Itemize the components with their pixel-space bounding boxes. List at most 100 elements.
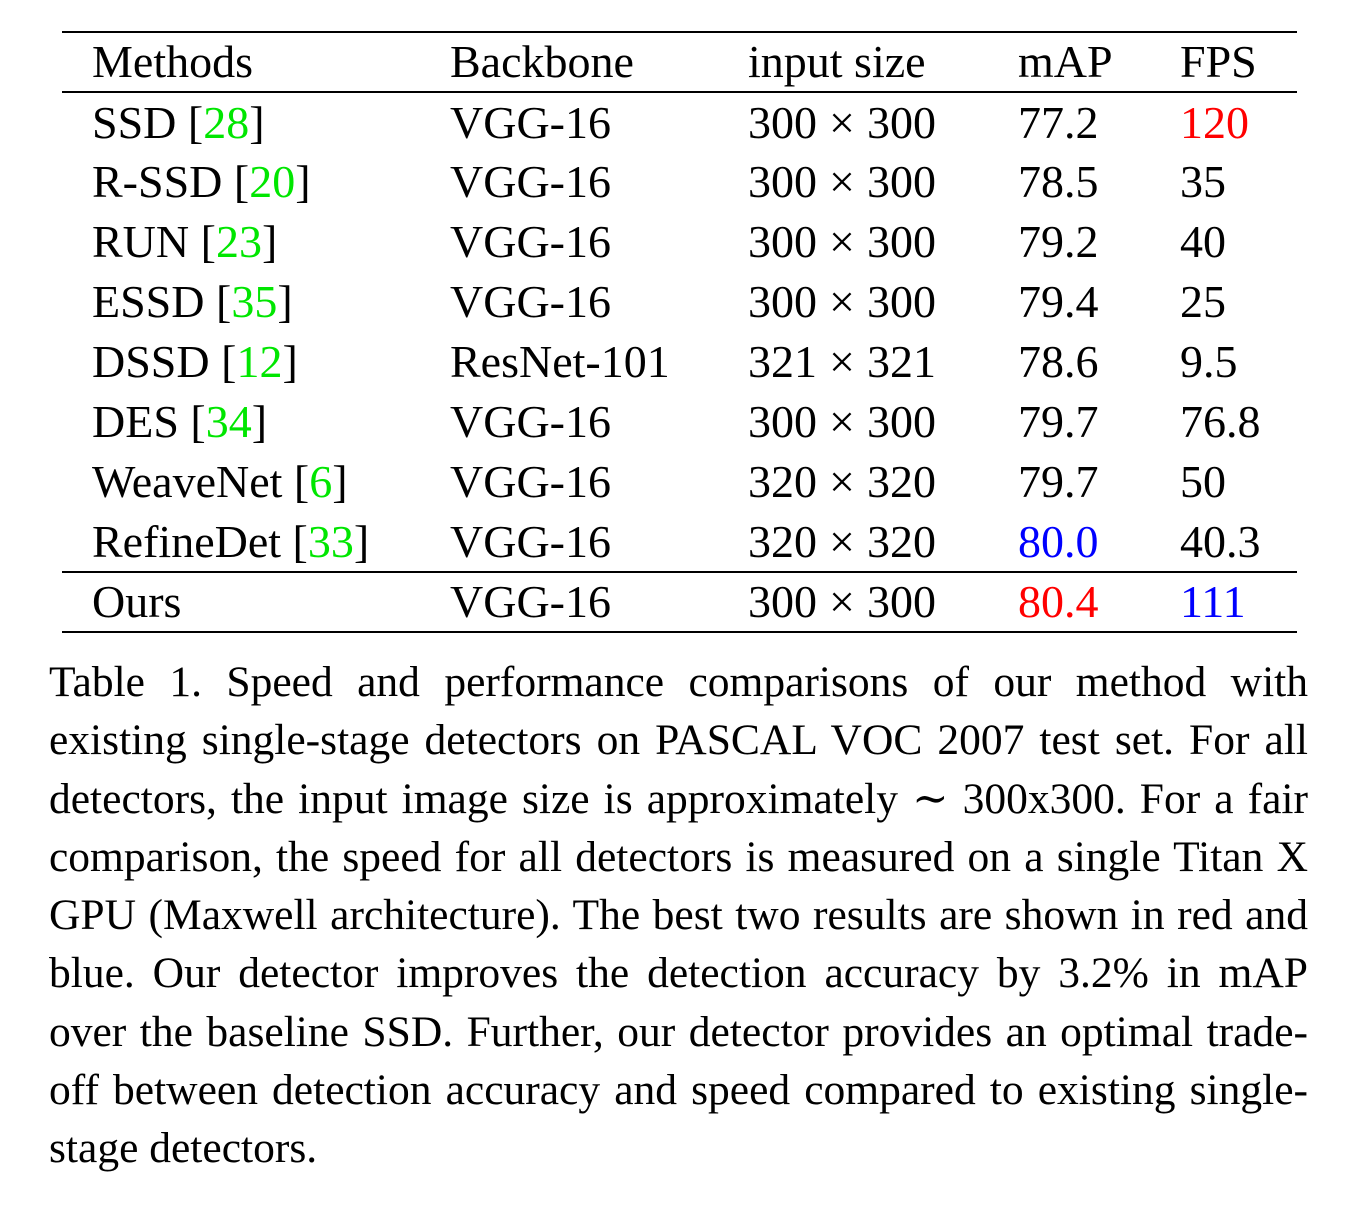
table-row: RUN [23] VGG-16 300 × 300 79.2 40 xyxy=(62,212,1297,272)
input-size-cell: 321 × 321 xyxy=(748,332,1018,392)
input-width: 300 xyxy=(748,276,817,327)
method-cell: SSD [28] xyxy=(92,96,265,148)
backbone-cell: VGG-16 xyxy=(450,156,611,207)
method-cell: RUN [23] xyxy=(92,216,278,267)
method-name: RUN xyxy=(92,216,190,267)
input-height: 300 xyxy=(866,276,936,327)
method-cell: DSSD [12] xyxy=(92,336,298,387)
backbone-cell: VGG-16 xyxy=(450,216,611,267)
input-height: 300 xyxy=(866,216,936,267)
times-symbol: × xyxy=(829,456,855,507)
map-cell: 79.7 xyxy=(1018,396,1099,447)
backbone-cell: VGG-16 xyxy=(450,456,611,507)
table-body: SSD [28] VGG-16 300 × 300 77.2 120 R-SSD [20] VG… xyxy=(62,92,1297,633)
method-name: WeaveNet xyxy=(92,456,283,507)
method-name: ESSD xyxy=(92,276,205,327)
input-size-cell: 320 × 320 xyxy=(748,452,1018,512)
input-height: 300 xyxy=(866,96,936,148)
input-width: 300 xyxy=(748,96,817,148)
fps-cell: 76.8 xyxy=(1180,396,1261,447)
citation-link[interactable]: 33 xyxy=(307,515,354,567)
input-height: 320 xyxy=(866,515,936,567)
input-size-cell: 300 × 300 xyxy=(748,392,1018,452)
input-size-cell: 300 × 300 xyxy=(748,272,1018,332)
header-map: mAP xyxy=(1018,31,1180,93)
citation-link[interactable]: 6 xyxy=(309,456,333,507)
table-row: R-SSD [20] VGG-16 300 × 300 78.5 35 xyxy=(62,152,1297,212)
method-cell: RefineDet [33] xyxy=(62,512,450,573)
times-symbol: × xyxy=(829,515,855,567)
table-row: DES [34] VGG-16 300 × 300 79.7 76.8 xyxy=(62,392,1297,452)
table-row: RefineDet [33] VGG-16 320 × 320 80.0 40.3 xyxy=(62,512,1297,573)
input-height: 300 xyxy=(866,576,936,627)
input-size-cell: 300 × 300 xyxy=(748,152,1018,212)
input-width: 300 xyxy=(748,216,817,267)
method-name: SSD xyxy=(92,96,177,148)
fps-cell: 40.3 xyxy=(1180,512,1297,573)
table-header-row: Methods Backbone input size mAP FPS xyxy=(62,31,1297,93)
method-cell: Ours xyxy=(62,572,450,633)
table-row: ESSD [35] VGG-16 300 × 300 79.4 25 xyxy=(62,272,1297,332)
input-size-cell: 300 × 300 xyxy=(748,92,1018,152)
method-name: R-SSD xyxy=(92,156,223,207)
backbone-cell: ResNet-101 xyxy=(450,336,670,387)
input-width: 300 xyxy=(748,576,817,627)
backbone-cell: VGG-16 xyxy=(450,572,748,633)
map-cell: 77.2 xyxy=(1018,96,1099,148)
map-cell: 80.0 xyxy=(1018,512,1180,573)
citation-link[interactable]: 28 xyxy=(203,96,250,148)
input-width: 300 xyxy=(748,156,817,207)
table-caption: Table 1. Speed and performance compariso… xyxy=(49,658,1308,1173)
method-name: DSSD xyxy=(92,336,210,387)
fps-cell: 111 xyxy=(1180,572,1297,633)
input-size-cell: 300 × 300 xyxy=(748,212,1018,272)
header-backbone: Backbone xyxy=(450,31,748,93)
times-symbol: × xyxy=(829,156,855,207)
input-size-cell: 300 × 300 xyxy=(748,572,1018,633)
input-width: 320 xyxy=(748,456,817,507)
times-symbol: × xyxy=(829,576,855,627)
header-methods: Methods xyxy=(62,31,450,93)
method-cell: DES [34] xyxy=(92,396,268,447)
input-width: 320 xyxy=(748,515,817,567)
method-name: DES xyxy=(92,396,179,447)
fps-cell: 50 xyxy=(1180,456,1226,507)
times-symbol: × xyxy=(829,216,855,267)
map-cell: 78.6 xyxy=(1018,336,1099,387)
method-name: Ours xyxy=(92,576,182,627)
fps-cell: 9.5 xyxy=(1180,336,1238,387)
input-height: 321 xyxy=(866,336,936,387)
results-table-container: Methods Backbone input size mAP FPS SSD … xyxy=(62,31,1297,633)
table-row: DSSD [12] ResNet-101 321 × 321 78.6 9.5 xyxy=(62,332,1297,392)
header-fps: FPS xyxy=(1180,31,1297,93)
results-table: Methods Backbone input size mAP FPS SSD … xyxy=(62,31,1297,633)
input-size-cell: 320 × 320 xyxy=(748,512,1018,573)
backbone-cell: VGG-16 xyxy=(450,396,611,447)
fps-cell: 120 xyxy=(1180,96,1249,148)
header-input-size: input size xyxy=(748,31,1018,93)
input-width: 321 xyxy=(748,336,817,387)
backbone-cell: VGG-16 xyxy=(450,512,748,573)
method-name: RefineDet xyxy=(92,515,282,567)
method-cell: R-SSD [20] xyxy=(92,156,311,207)
times-symbol: × xyxy=(829,96,855,148)
table-row: WeaveNet [6] VGG-16 320 × 320 79.7 50 xyxy=(62,452,1297,512)
backbone-cell: VGG-16 xyxy=(450,96,611,148)
citation-link[interactable]: 12 xyxy=(236,336,283,387)
map-cell: 79.4 xyxy=(1018,276,1099,327)
citation-link[interactable]: 35 xyxy=(231,276,278,327)
backbone-cell: VGG-16 xyxy=(450,276,611,327)
input-height: 320 xyxy=(866,456,936,507)
fps-cell: 35 xyxy=(1180,156,1226,207)
input-width: 300 xyxy=(748,396,817,447)
map-cell: 80.4 xyxy=(1018,572,1180,633)
fps-cell: 25 xyxy=(1180,276,1226,327)
citation-link[interactable]: 34 xyxy=(205,396,252,447)
input-height: 300 xyxy=(866,156,936,207)
times-symbol: × xyxy=(829,396,855,447)
fps-cell: 40 xyxy=(1180,216,1226,267)
times-symbol: × xyxy=(829,276,855,327)
citation-link[interactable]: 20 xyxy=(249,156,296,207)
times-symbol: × xyxy=(829,336,855,387)
citation-link[interactable]: 23 xyxy=(215,216,262,267)
